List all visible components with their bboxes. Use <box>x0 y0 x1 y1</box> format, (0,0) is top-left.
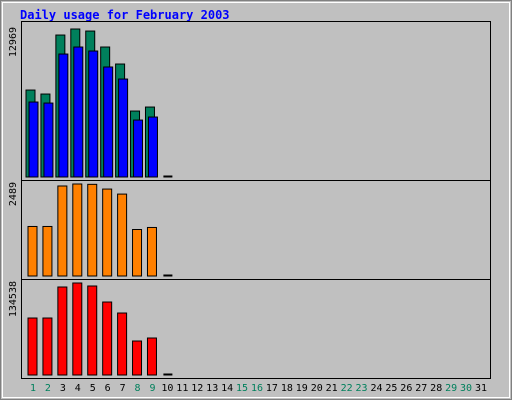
day-label: 5 <box>90 383 96 394</box>
day-label: 26 <box>400 383 412 394</box>
day-label: 15 <box>236 383 248 394</box>
y-tick-label: 2489 <box>8 182 19 206</box>
day-label: 7 <box>120 383 126 394</box>
bar <box>88 50 99 178</box>
day-label: 8 <box>135 383 141 394</box>
day-label: 10 <box>161 383 173 394</box>
day-label: 22 <box>341 383 353 394</box>
day-label: 29 <box>445 383 457 394</box>
day-label: 16 <box>251 383 263 394</box>
bar <box>72 282 83 376</box>
y-tick-label: 134538 <box>8 281 19 317</box>
bar <box>132 229 143 277</box>
day-label: 24 <box>370 383 382 394</box>
day-label: 3 <box>60 383 66 394</box>
day-label: 20 <box>311 383 323 394</box>
chart-title: Daily usage for February 2003 <box>20 8 230 22</box>
day-label: 13 <box>206 383 218 394</box>
day-label: 31 <box>475 383 487 394</box>
day-label: 30 <box>460 383 472 394</box>
bar <box>57 185 68 277</box>
day-label: 9 <box>149 383 155 394</box>
plot-frame <box>21 21 491 379</box>
bar <box>147 116 158 178</box>
bar <box>103 66 114 178</box>
y-tick-label: 12969 <box>8 27 19 57</box>
day-label: 28 <box>430 383 442 394</box>
day-label: 18 <box>281 383 293 394</box>
day-label: 21 <box>326 383 338 394</box>
bar <box>42 225 53 277</box>
day-label: 2 <box>45 383 51 394</box>
bar <box>133 119 144 178</box>
bar <box>132 340 143 376</box>
bar <box>57 286 68 376</box>
bar <box>27 225 38 277</box>
bar <box>117 312 128 376</box>
bar <box>118 78 129 178</box>
bar <box>146 337 157 376</box>
bar <box>42 317 53 376</box>
bar <box>58 53 69 178</box>
bar <box>146 226 157 277</box>
day-label: 23 <box>356 383 368 394</box>
day-label: 19 <box>296 383 308 394</box>
bar <box>73 46 84 178</box>
bar <box>43 102 54 178</box>
bar <box>117 193 128 277</box>
day-label: 25 <box>385 383 397 394</box>
day-label: 14 <box>221 383 233 394</box>
day-label: 11 <box>176 383 188 394</box>
day-label: 17 <box>266 383 278 394</box>
bar <box>102 301 113 376</box>
day-label: 1 <box>30 383 36 394</box>
bar <box>87 285 98 376</box>
day-label: 4 <box>75 383 81 394</box>
bar <box>72 183 83 277</box>
day-label: 6 <box>105 383 111 394</box>
day-label: 27 <box>415 383 427 394</box>
bar <box>27 317 38 376</box>
bar <box>87 183 98 277</box>
day-label: 12 <box>191 383 203 394</box>
bar <box>102 188 113 277</box>
bar <box>28 101 39 178</box>
